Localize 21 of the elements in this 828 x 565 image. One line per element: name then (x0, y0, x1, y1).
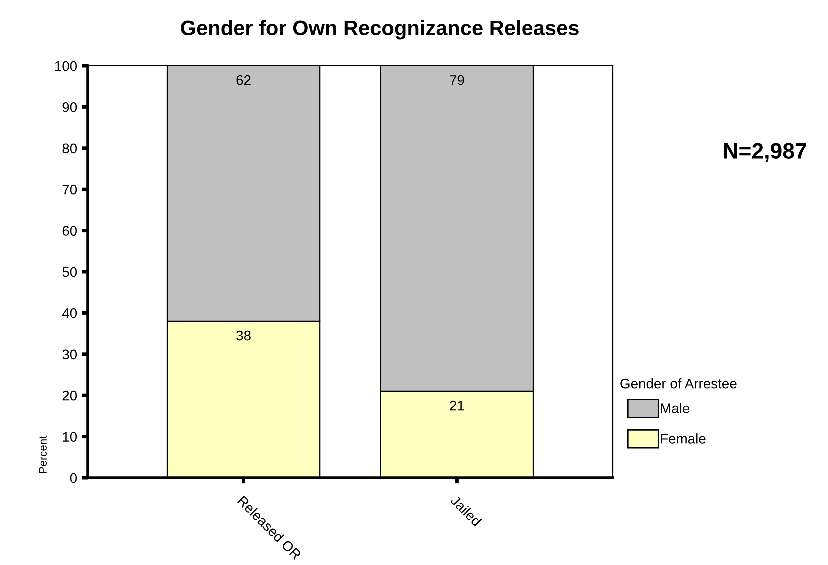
y-axis-title: Percent (39, 436, 47, 474)
y-tick-label: 10 (63, 432, 78, 442)
chart-title: Gender for Own Recognizance Releases (181, 20, 579, 40)
text: N=2,987 (724, 143, 806, 162)
y-tick-label: 90 (62, 102, 78, 112)
data-label: 62 (236, 75, 251, 86)
y-tick-label: 0 (70, 473, 78, 484)
y-tick-label: 60 (62, 226, 78, 236)
y-tick-label: 100 (55, 61, 78, 72)
legend-label: Male (661, 403, 690, 414)
y-tick-label: 70 (62, 184, 78, 195)
y-tick-label: 80 (62, 144, 78, 154)
data-label: 38 (236, 330, 251, 341)
y-tick-label: 30 (62, 350, 78, 360)
legend-label: Female (661, 434, 706, 444)
data-label: 21 (450, 400, 464, 411)
y-tick-label: 40 (62, 308, 78, 318)
y-tick-label: 50 (62, 267, 78, 278)
data-label: 79 (450, 75, 464, 86)
y-tick-label: 20 (62, 390, 78, 401)
legend-title: Gender of Arrestee (620, 378, 737, 389)
